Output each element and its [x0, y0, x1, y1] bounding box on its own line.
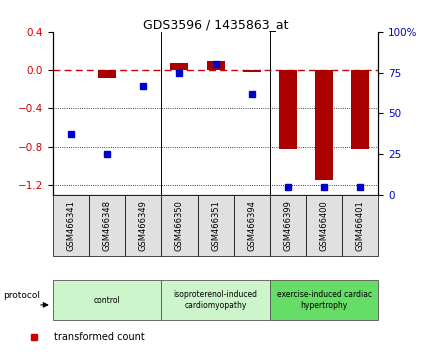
- Bar: [234, 195, 270, 256]
- Text: GSM466350: GSM466350: [175, 200, 184, 251]
- Text: GSM466399: GSM466399: [283, 200, 293, 251]
- Bar: [98, 70, 116, 78]
- Bar: [161, 195, 198, 256]
- Text: control: control: [94, 296, 121, 304]
- Text: exercise-induced cardiac
hypertrophy: exercise-induced cardiac hypertrophy: [277, 290, 372, 310]
- Text: GSM466348: GSM466348: [103, 200, 112, 251]
- Bar: [198, 195, 234, 256]
- Bar: [243, 70, 261, 72]
- Text: transformed count: transformed count: [54, 332, 144, 342]
- Text: GSM466351: GSM466351: [211, 200, 220, 251]
- Bar: [161, 280, 270, 320]
- Text: GSM466394: GSM466394: [247, 200, 256, 251]
- Bar: [342, 195, 378, 256]
- Bar: [351, 70, 369, 149]
- Text: GSM466349: GSM466349: [139, 200, 148, 251]
- Bar: [306, 195, 342, 256]
- Text: isoproterenol-induced
cardiomyopathy: isoproterenol-induced cardiomyopathy: [174, 290, 257, 310]
- Bar: [279, 70, 297, 149]
- Bar: [206, 61, 225, 70]
- Bar: [270, 280, 378, 320]
- Bar: [53, 195, 89, 256]
- Text: GSM466400: GSM466400: [319, 200, 329, 251]
- Text: GSM466341: GSM466341: [66, 200, 75, 251]
- Title: GDS3596 / 1435863_at: GDS3596 / 1435863_at: [143, 18, 288, 31]
- Bar: [125, 195, 161, 256]
- Bar: [53, 280, 161, 320]
- Bar: [170, 63, 188, 70]
- Bar: [315, 70, 333, 180]
- Text: protocol: protocol: [3, 291, 40, 299]
- Bar: [270, 195, 306, 256]
- Text: GSM466401: GSM466401: [356, 200, 365, 251]
- Bar: [89, 195, 125, 256]
